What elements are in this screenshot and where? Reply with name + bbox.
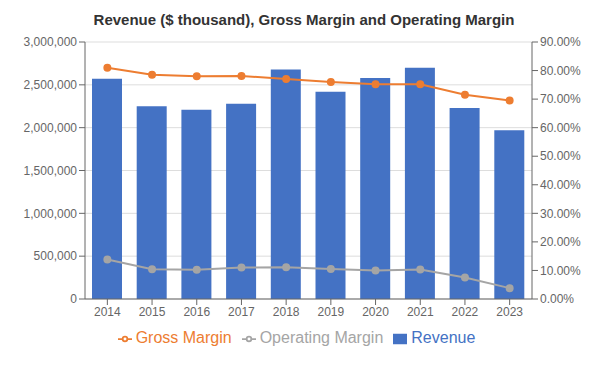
- svg-text:2,500,000: 2,500,000: [24, 78, 78, 92]
- svg-text:2020: 2020: [362, 305, 389, 319]
- svg-text:2014: 2014: [94, 305, 121, 319]
- svg-text:2019: 2019: [317, 305, 344, 319]
- svg-text:0: 0: [70, 292, 77, 306]
- svg-text:10.00%: 10.00%: [540, 264, 581, 278]
- svg-text:2021: 2021: [407, 305, 434, 319]
- svg-text:1,000,000: 1,000,000: [24, 207, 78, 221]
- svg-text:40.00%: 40.00%: [540, 178, 581, 192]
- svg-text:2022: 2022: [452, 305, 479, 319]
- svg-text:2018: 2018: [273, 305, 300, 319]
- html-text:Revenue: Revenue: [411, 329, 476, 346]
- svg-text:2017: 2017: [228, 305, 255, 319]
- svg-text:70.00%: 70.00%: [540, 92, 581, 106]
- html-text:Operating Margin: Operating Margin: [259, 329, 384, 346]
- svg-text:1,500,000: 1,500,000: [24, 164, 78, 178]
- svg-text:60.00%: 60.00%: [540, 121, 581, 135]
- svg-text:20.00%: 20.00%: [540, 235, 581, 249]
- svg-text:500,000: 500,000: [34, 249, 78, 263]
- svg-text:2015: 2015: [139, 305, 166, 319]
- svg-text:0.00%: 0.00%: [540, 292, 574, 306]
- svg-text:3,000,000: 3,000,000: [24, 35, 78, 49]
- svg-text:30.00%: 30.00%: [540, 207, 581, 221]
- svg-text:2023: 2023: [496, 305, 523, 319]
- svg-text:80.00%: 80.00%: [540, 64, 581, 78]
- html-text:Gross Margin: Gross Margin: [135, 329, 232, 346]
- svg-text:50.00%: 50.00%: [540, 149, 581, 163]
- html-text:Revenue ($ thousand), Gross Ma: Revenue ($ thousand), Gross Margin and O…: [93, 11, 515, 28]
- svg-text:90.00%: 90.00%: [540, 35, 581, 49]
- svg-text:2016: 2016: [183, 305, 210, 319]
- svg-text:2,000,000: 2,000,000: [24, 121, 78, 135]
